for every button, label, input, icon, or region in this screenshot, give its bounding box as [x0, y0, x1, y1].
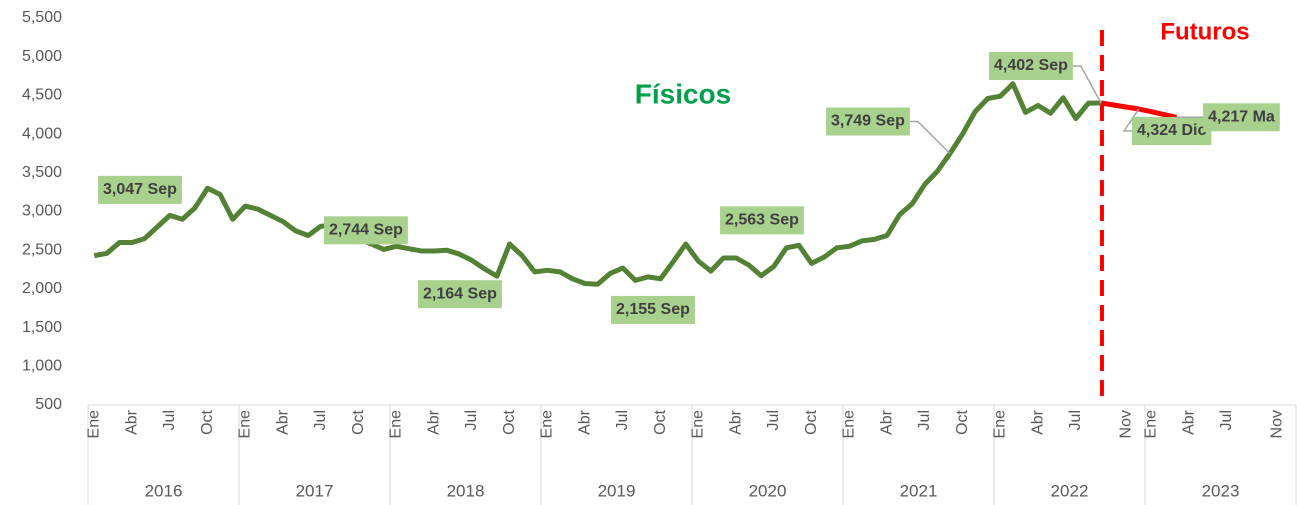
data-label-text: 2,744 Sep [329, 222, 403, 239]
data-label: 3,749 Sep [826, 107, 910, 136]
group-label: 2018 [447, 481, 485, 500]
group-label: 2023 [1202, 481, 1240, 500]
group-label: 2020 [749, 481, 787, 500]
x-tick-label: Ene [690, 410, 707, 439]
data-label-box [1132, 117, 1212, 146]
data-label-text: 2,155 Sep [616, 301, 690, 318]
x-tick-label: Ene [992, 410, 1009, 439]
data-label: 2,744 Sep [324, 216, 408, 245]
group-label: 2021 [900, 481, 938, 500]
x-tick-label: Jul [1218, 410, 1235, 430]
y-tick-label: 500 [35, 396, 62, 413]
x-tick-label: Jul [1067, 410, 1084, 430]
line [1100, 100, 1178, 120]
data-label: 2,155 Sep [611, 295, 695, 324]
x-tick-label: Ene [388, 410, 405, 439]
x-tick-label: Nov [1268, 410, 1285, 438]
x-tick-label: Ene [237, 410, 254, 439]
data-label: 4,402 Sep [989, 51, 1073, 80]
x-tick-label: Oct [954, 409, 971, 434]
y-tick-label: 1,500 [22, 319, 62, 336]
y-tick-label: 5,500 [22, 9, 62, 26]
data-label-text: 2,563 Sep [725, 212, 799, 229]
x-tick-label: Jul [916, 410, 933, 430]
data-label-text: 3,047 Sep [103, 181, 177, 198]
x-tick-label: Jul [312, 410, 329, 430]
data-label: 3,047 Sep [98, 175, 182, 204]
x-tick-label: Oct [803, 409, 820, 434]
x-tick-label: Abr [878, 409, 895, 435]
x-tick-label: Ene [1143, 410, 1160, 439]
group-label: 2016 [145, 481, 183, 500]
x-tick-label: Abr [727, 409, 744, 435]
data-label: 4,324 Dic [1132, 117, 1212, 146]
x-tick-label: Jul [765, 410, 782, 430]
data-label-text: 3,749 Sep [831, 113, 905, 130]
x-tick-label: Abr [274, 409, 291, 435]
annotation: Futuros [1160, 18, 1249, 45]
data-label-text: 4,217 Ma [1208, 109, 1275, 126]
x-tick-label: Jul [161, 410, 178, 430]
x-tick-label: Abr [1029, 409, 1046, 435]
x-tick-label: Abr [123, 409, 140, 435]
x-tick-label: Oct [501, 409, 518, 434]
data-label: 2,164 Sep [418, 280, 502, 309]
x-tick-label: Jul [614, 410, 631, 430]
x-tick-label: Nov [1117, 410, 1134, 438]
x-tick-label: Ene [539, 410, 556, 439]
data-label-text: 4,402 Sep [994, 57, 1068, 74]
y-tick-label: 4,500 [22, 87, 62, 104]
data-label-box [826, 107, 910, 136]
data-label-text: 4,324 Dic [1137, 122, 1206, 139]
x-tick-label: Jul [463, 410, 480, 430]
leader-line [1072, 65, 1102, 104]
y-tick-label: 4,000 [22, 125, 62, 142]
leader-line [909, 120, 951, 155]
annotation: Físicos [635, 78, 731, 109]
y-tick-label: 3,000 [22, 203, 62, 220]
x-tick-label: Oct [350, 409, 367, 434]
data-label-text: 2,164 Sep [423, 285, 497, 302]
x-tick-label: Ene [841, 410, 858, 439]
y-tick-label: 2,500 [22, 241, 62, 258]
line [93, 81, 1101, 287]
data-label-box [611, 295, 695, 324]
data-label-box [1203, 103, 1280, 132]
x-tick-label: Abr [1180, 409, 1197, 435]
x-tick-label: Ene [86, 410, 103, 439]
y-tick-label: 2,000 [22, 280, 62, 297]
data-label-box [989, 51, 1073, 80]
group-label: 2022 [1051, 481, 1089, 500]
x-tick-label: Abr [576, 409, 593, 435]
y-tick-label: 5,000 [22, 48, 62, 65]
leader-line [1122, 108, 1140, 132]
y-tick-label: 3,500 [22, 164, 62, 181]
data-label-box [720, 206, 804, 235]
data-label: 2,563 Sep [720, 206, 804, 235]
data-label-box [418, 280, 502, 309]
y-tick-label: 1,000 [22, 358, 62, 375]
data-label: 4,217 Ma [1203, 103, 1280, 132]
data-label-box [324, 216, 408, 245]
x-tick-label: Abr [425, 409, 442, 435]
group-label: 2017 [296, 481, 334, 500]
data-label-box [98, 175, 182, 204]
x-tick-label: Oct [652, 409, 669, 434]
x-tick-label: Oct [199, 409, 216, 434]
group-label: 2019 [598, 481, 636, 500]
